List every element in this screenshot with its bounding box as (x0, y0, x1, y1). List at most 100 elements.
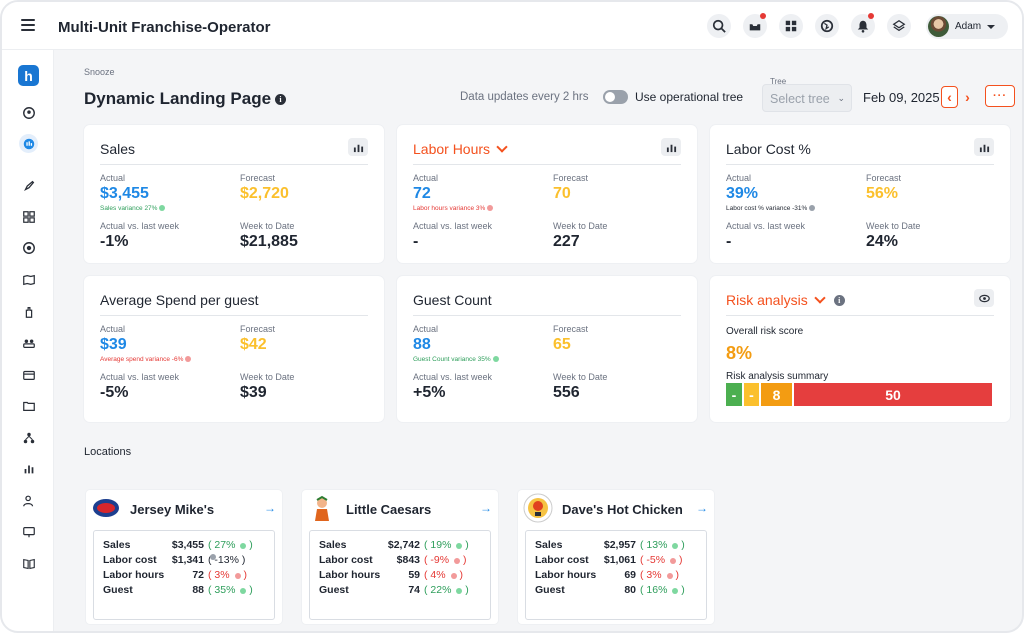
user-settings-icon[interactable] (19, 491, 38, 510)
card-title-main: Average Spend (100, 292, 197, 308)
app-title: Multi-Unit Franchise-Operator (58, 19, 271, 36)
org-chart-icon[interactable] (19, 428, 38, 447)
avlw-label: Actual vs. last week (100, 372, 180, 382)
actual-value: 39% (726, 185, 759, 202)
globe-icon[interactable] (815, 14, 839, 38)
book-icon[interactable] (19, 554, 38, 573)
metric-value: 72 (192, 569, 204, 581)
avlw-value: +5% (413, 384, 446, 401)
monitor-icon[interactable] (19, 522, 38, 541)
risk-summary-bar: - - 8 50 (726, 383, 992, 406)
wtd-label: Week to Date (866, 221, 921, 231)
dashboard-icon[interactable] (19, 134, 38, 153)
brand-logo[interactable]: h (18, 65, 39, 86)
arrow-right-icon[interactable]: → (696, 501, 708, 515)
eye-icon[interactable] (974, 289, 994, 307)
variance-text: Labor cost % variance -31% (726, 205, 816, 212)
forecast-value: $42 (240, 336, 267, 353)
actual-label: Actual (726, 173, 752, 183)
actual-value: $39 (100, 336, 127, 353)
widgets-icon[interactable] (19, 207, 38, 226)
layers-icon[interactable] (887, 14, 911, 38)
metric-change-value: ( 16% (640, 584, 671, 596)
risk-analysis-card: Risk analysis i Overall risk score 8% Ris… (710, 276, 1010, 422)
locations-heading: Locations (84, 446, 132, 458)
location-header: Little Caesars → (302, 490, 498, 524)
globe-nav-icon[interactable] (19, 238, 38, 257)
chevron-down-icon[interactable] (496, 141, 508, 153)
card-header: Average Spend per guest (100, 292, 368, 316)
risk-segment: 50 (794, 383, 992, 406)
metric-change-value: ( 4% (424, 569, 449, 581)
next-date-button[interactable]: › (965, 89, 970, 105)
location-card[interactable]: Little Caesars → Sales $2,742 ( 19% ) Labo… (302, 490, 498, 624)
sales-card: Sales Actual $3,455 Sales variance 27% F… (84, 125, 384, 263)
arrow-right-icon[interactable]: → (264, 501, 276, 515)
metric-change-value: ( 27% (208, 539, 239, 551)
chevron-down-icon[interactable] (814, 292, 826, 304)
card-title: Sales (100, 141, 136, 157)
location-row: Guest 80 ( 16% ) (535, 584, 698, 598)
apps-grid-icon[interactable] (779, 14, 803, 38)
metric-change-value: ( 19% (424, 539, 455, 551)
chart-icon[interactable] (348, 138, 368, 156)
chart-icon[interactable] (974, 138, 994, 156)
card-title: Guest Count (413, 292, 492, 308)
location-name: Jersey Mike's (130, 502, 215, 517)
rocket-icon[interactable] (19, 176, 38, 195)
hand-icon[interactable] (19, 302, 38, 321)
metric-change-value: ( -5% (640, 554, 669, 566)
menu-icon[interactable] (21, 19, 35, 31)
trend-icon (240, 588, 247, 594)
wallet-icon[interactable] (19, 365, 38, 384)
info-icon[interactable]: i (275, 94, 287, 105)
trend-icon (234, 573, 241, 579)
arrow-right-icon[interactable]: → (480, 501, 492, 515)
location-row: Labor hours 72 ( 3% ) (103, 569, 266, 583)
location-card[interactable]: Dave's Hot Chicken → Sales $2,957 ( 13% ) … (518, 490, 714, 624)
metric-change-value: ( 3% (640, 569, 665, 581)
bar-chart-icon[interactable] (19, 459, 38, 478)
wtd-value: 227 (553, 233, 580, 250)
main-content: Snooze Dynamic Landing Page i Data update… (54, 50, 1022, 631)
search-icon[interactable] (707, 14, 731, 38)
folder-icon[interactable] (19, 396, 38, 415)
top-bar: Multi-Unit Franchise-Operator Adam (2, 2, 1022, 50)
daves-hot-chicken-logo (523, 493, 553, 523)
user-menu[interactable]: Adam (926, 14, 1008, 39)
team-icon[interactable] (19, 333, 38, 352)
actual-value: $3,455 (100, 185, 149, 202)
more-options-button[interactable]: ··· (985, 85, 1015, 107)
card-title[interactable]: Risk analysis (726, 292, 808, 308)
inbox-icon[interactable] (743, 13, 767, 38)
average-spend-card: Average Spend per guest Actual $39 Avera… (84, 276, 384, 422)
metric-change: ( 3% ) (640, 569, 698, 581)
risk-score-value: 8% (726, 343, 753, 363)
location-row: Labor cost $1,341 ( -13% ) (103, 554, 266, 568)
tree-select[interactable]: Select tree ⌄ (762, 84, 852, 112)
guest-count-card: Guest Count Actual 88 Guest Count varian… (397, 276, 697, 422)
metric-change: ( 27% ) (208, 539, 266, 551)
trend-icon (454, 558, 461, 564)
avlw-value: -1% (100, 233, 129, 250)
wtd-label: Week to Date (240, 372, 295, 382)
metric-name: Sales (103, 539, 131, 551)
paren: ) (675, 569, 679, 581)
operational-tree-toggle[interactable] (603, 90, 628, 104)
info-icon[interactable]: i (833, 295, 845, 306)
profile-icon[interactable] (19, 103, 38, 122)
prev-date-button[interactable]: ‹ (941, 86, 958, 108)
location-card[interactable]: Jersey Mike's → Sales $3,455 ( 27% ) Labor… (86, 490, 282, 624)
map-icon[interactable] (19, 270, 38, 289)
forecast-value: $2,720 (240, 185, 289, 202)
labor-hours-card: Labor Hours Actual 72 Labor hours varian… (397, 125, 697, 263)
chart-icon[interactable] (661, 138, 681, 156)
forecast-label: Forecast (553, 324, 589, 334)
forecast-label: Forecast (240, 173, 276, 183)
snooze-link[interactable]: Snooze (84, 67, 115, 77)
metric-name: Guest (535, 584, 565, 596)
card-title[interactable]: Labor Hours (413, 141, 491, 157)
trend-icon (672, 543, 679, 549)
bell-icon[interactable] (851, 13, 875, 38)
metric-value: $1,341 (171, 554, 204, 566)
